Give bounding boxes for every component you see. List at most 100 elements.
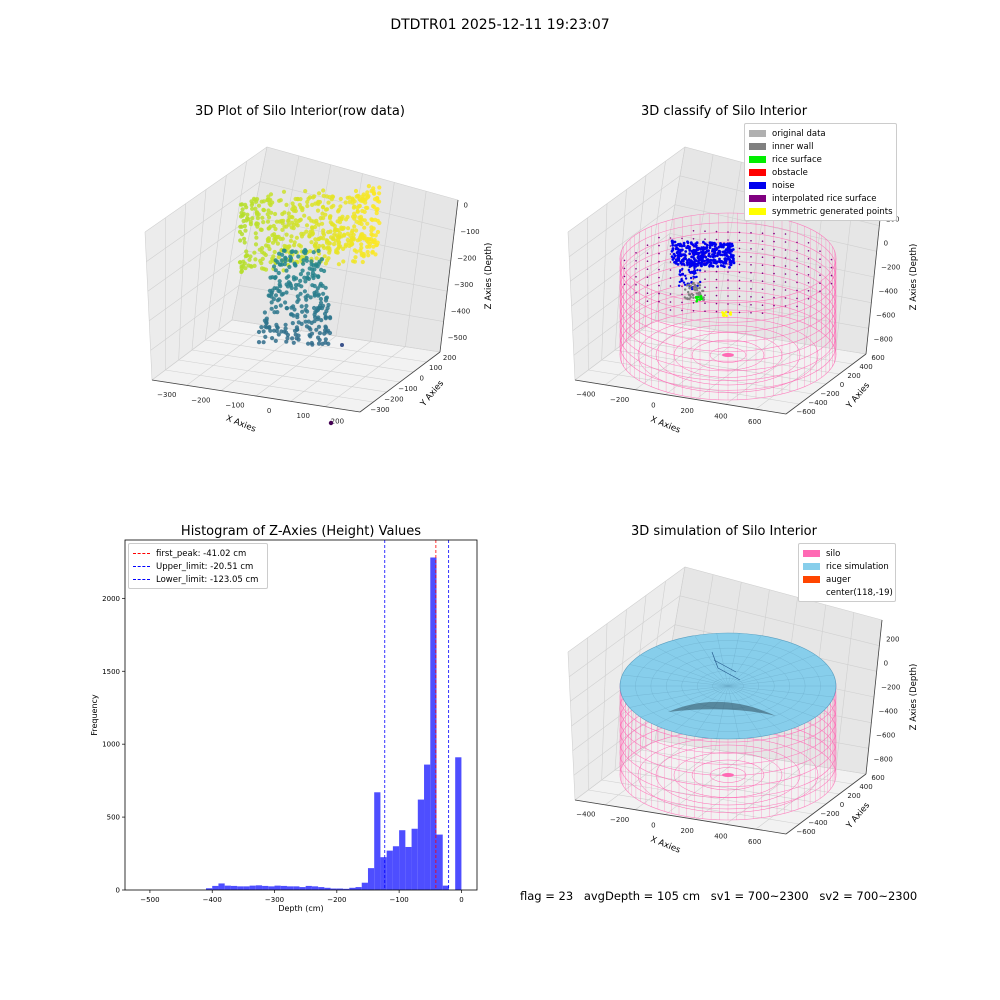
grid-line	[665, 334, 746, 395]
histogram-bar	[399, 830, 406, 890]
raw-point	[304, 303, 309, 309]
panel-3-title: Histogram of Z-Axies (Height) Values	[180, 524, 422, 539]
raw-point	[331, 242, 337, 247]
raw-point	[322, 331, 327, 336]
raw-point	[296, 337, 301, 342]
raw-point	[276, 332, 281, 337]
histogram-bar	[262, 885, 269, 890]
raw-point	[339, 226, 344, 231]
histogram-bar	[237, 886, 244, 890]
interpolated-point	[646, 300, 649, 303]
raw-point	[317, 259, 322, 264]
raw-point	[316, 324, 322, 329]
interpolated-point	[623, 275, 626, 278]
noise-point	[711, 253, 714, 256]
raw-point	[254, 235, 259, 240]
raw-point	[365, 195, 370, 200]
raw-point	[266, 208, 271, 213]
interpolated-point	[796, 281, 798, 284]
grid-line	[144, 231, 153, 381]
x-tick-label: 0	[651, 822, 655, 830]
y-tick-label: 600	[871, 774, 884, 782]
raw-point	[365, 244, 370, 249]
raw-point	[364, 236, 369, 241]
inner-wall-point	[688, 294, 692, 297]
interpolated-point	[692, 278, 695, 280]
raw-point	[327, 248, 332, 253]
interpolated-point	[830, 266, 833, 269]
rice-depression-shadow	[668, 701, 776, 716]
rice-surface-mesh	[655, 646, 729, 687]
noise-point	[687, 268, 690, 272]
noise-point	[686, 263, 689, 267]
raw-point	[362, 225, 367, 230]
raw-point	[323, 324, 328, 329]
interpolated-point	[646, 260, 649, 263]
raw-point	[253, 206, 258, 211]
panel-4-title: 3D simulation of Silo Interior	[631, 524, 817, 539]
raw-point	[294, 235, 299, 240]
interpolated-point	[784, 233, 787, 235]
rice-surface-mesh	[673, 639, 729, 687]
raw-point	[262, 310, 267, 315]
histogram-bar	[336, 888, 344, 890]
raw-point	[318, 281, 323, 286]
raw-point	[298, 278, 303, 283]
raw-point	[366, 253, 371, 258]
noise-point	[712, 242, 716, 246]
raw-point	[298, 244, 303, 249]
raw-point	[239, 269, 244, 275]
noise-point	[682, 262, 685, 266]
noise-point	[684, 274, 687, 277]
raw-point	[282, 224, 287, 229]
noise-point	[730, 248, 733, 252]
grid-line	[370, 182, 395, 342]
raw-point	[316, 341, 322, 346]
raw-point	[332, 232, 337, 237]
x-tick-label: −200	[191, 396, 210, 404]
raw-point	[284, 306, 289, 311]
grid-line	[574, 739, 656, 801]
rice-surface-point	[697, 295, 700, 299]
x-tick-label: −200	[610, 396, 629, 404]
raw-point	[311, 250, 316, 255]
raw-point	[256, 203, 262, 208]
inner-wall-point	[689, 296, 692, 299]
raw-point	[275, 310, 280, 315]
legend-entry: rice surface	[749, 153, 892, 166]
grid-line	[147, 215, 451, 292]
interpolated-point	[761, 288, 764, 291]
raw-point	[299, 284, 304, 289]
raw-point	[238, 238, 243, 243]
y-tick-label: −400	[808, 399, 827, 407]
y-axis-line	[785, 353, 867, 415]
raw-point	[370, 250, 375, 255]
interpolated-point	[830, 274, 833, 277]
histogram-bar	[224, 885, 231, 891]
back-left-pane	[145, 147, 267, 380]
symmetric-point	[722, 314, 726, 318]
histogram-bar	[380, 857, 387, 890]
raw-point	[343, 200, 348, 205]
raw-point	[272, 237, 277, 242]
inner-wall-point	[698, 291, 702, 295]
raw-point	[299, 321, 304, 326]
histogram-bar	[343, 888, 350, 890]
interpolated-point	[715, 230, 718, 233]
raw-point	[295, 299, 300, 304]
interpolated-point	[761, 304, 764, 307]
raw-point	[273, 211, 278, 217]
legend-swatch	[749, 169, 766, 176]
raw-point	[291, 340, 296, 345]
z-tick-label: −400	[879, 708, 898, 716]
noise-point	[723, 243, 726, 247]
interpolated-point	[807, 242, 810, 244]
raw-point	[312, 283, 317, 289]
interpolated-point	[796, 273, 798, 276]
x-tick-label: −400	[576, 811, 595, 819]
raw-point	[253, 242, 259, 247]
y-tick-label: 0	[840, 381, 844, 389]
noise-point	[711, 255, 715, 259]
raw-point	[340, 214, 345, 219]
noise-point	[688, 252, 692, 256]
